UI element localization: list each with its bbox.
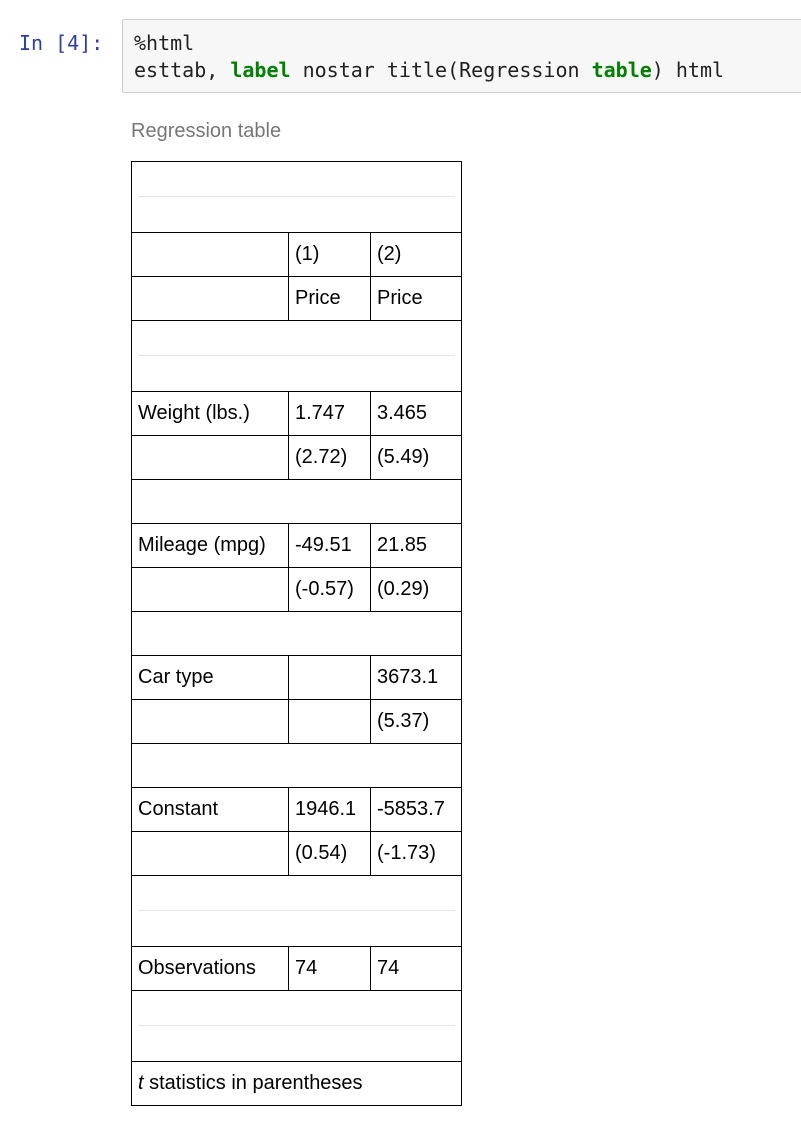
coef-cell: -5853.7 bbox=[370, 787, 462, 832]
coef-cell: 21.85 bbox=[370, 523, 462, 568]
code-text: esttab, bbox=[134, 58, 231, 82]
observations-value: 74 bbox=[370, 946, 462, 991]
table-row: (5.37) bbox=[131, 699, 462, 744]
rule-cell bbox=[131, 990, 462, 1062]
spacer-cell bbox=[131, 611, 462, 656]
row-label: Weight (lbs.) bbox=[131, 391, 289, 436]
table-note-row: t statistics in parentheses bbox=[131, 1061, 462, 1106]
rule-cell bbox=[131, 161, 462, 233]
table-header-row: (1) (2) bbox=[131, 232, 462, 277]
table-rule-row bbox=[131, 161, 462, 233]
regression-table: (1) (2) Price Price Weight (lbs.) 1.747 … bbox=[131, 161, 462, 1106]
coef-cell bbox=[288, 655, 371, 700]
rule-cell bbox=[131, 320, 462, 392]
spacer-cell bbox=[131, 479, 462, 524]
coef-cell: 1946.1 bbox=[288, 787, 371, 832]
coef-cell: 3.465 bbox=[370, 391, 462, 436]
code-keyword-label: label bbox=[230, 58, 291, 82]
coef-cell: -49.51 bbox=[288, 523, 371, 568]
tstat-cell: (5.49) bbox=[370, 435, 462, 480]
cell-output: Regression table (1) (2) Price Price Wei… bbox=[131, 118, 462, 1106]
row-label-blank bbox=[131, 435, 289, 480]
note-text: statistics in parentheses bbox=[143, 1072, 363, 1094]
table-row: Mileage (mpg) -49.51 21.85 bbox=[131, 523, 462, 568]
table-rule-row bbox=[131, 875, 462, 947]
tstat-cell: (0.54) bbox=[288, 831, 371, 876]
table-row: Car type 3673.1 bbox=[131, 655, 462, 700]
header-depvar: Price bbox=[370, 276, 462, 321]
row-label: Car type bbox=[131, 655, 289, 700]
header-blank-cell bbox=[131, 232, 289, 277]
table-caption: Regression table bbox=[131, 120, 282, 142]
cell-prompt: In [4]: bbox=[19, 31, 104, 55]
code-line-2: esttab, label nostar title(Regression ta… bbox=[134, 58, 724, 82]
coef-cell: 1.747 bbox=[288, 391, 371, 436]
table-row: (0.54) (-1.73) bbox=[131, 831, 462, 876]
code-text: nostar title(Regression bbox=[290, 58, 592, 82]
table-header-row: Price Price bbox=[131, 276, 462, 321]
header-depvar: Price bbox=[288, 276, 371, 321]
code-line-1: %html bbox=[134, 31, 195, 55]
table-row: (-0.57) (0.29) bbox=[131, 567, 462, 612]
table-row: Constant 1946.1 -5853.7 bbox=[131, 787, 462, 832]
observations-value: 74 bbox=[288, 946, 371, 991]
row-label-blank bbox=[131, 831, 289, 876]
tstat-cell: (-1.73) bbox=[370, 831, 462, 876]
table-spacer-row bbox=[131, 479, 462, 524]
code-editor[interactable]: %html esttab, label nostar title(Regress… bbox=[134, 30, 724, 84]
row-label-blank bbox=[131, 567, 289, 612]
table-rule-row bbox=[131, 990, 462, 1062]
observations-row: Observations 74 74 bbox=[131, 946, 462, 991]
row-label: Mileage (mpg) bbox=[131, 523, 289, 568]
tstat-cell: (-0.57) bbox=[288, 567, 371, 612]
code-text: ) html bbox=[651, 58, 725, 82]
coef-cell: 3673.1 bbox=[370, 655, 462, 700]
table-spacer-row bbox=[131, 611, 462, 656]
spacer-cell bbox=[131, 743, 462, 788]
tstat-cell: (5.37) bbox=[370, 699, 462, 744]
table-row: (2.72) (5.49) bbox=[131, 435, 462, 480]
tstat-cell bbox=[288, 699, 371, 744]
tstat-cell: (0.29) bbox=[370, 567, 462, 612]
code-keyword-table: table bbox=[591, 58, 652, 82]
tstat-cell: (2.72) bbox=[288, 435, 371, 480]
header-col-number: (1) bbox=[288, 232, 371, 277]
code-cell-input[interactable]: %html esttab, label nostar title(Regress… bbox=[122, 19, 801, 93]
observations-label: Observations bbox=[131, 946, 289, 991]
table-rule-row bbox=[131, 320, 462, 392]
row-label: Constant bbox=[131, 787, 289, 832]
table-note: t statistics in parentheses bbox=[131, 1061, 462, 1106]
header-blank-cell bbox=[131, 276, 289, 321]
row-label-blank bbox=[131, 699, 289, 744]
table-row: Weight (lbs.) 1.747 3.465 bbox=[131, 391, 462, 436]
header-col-number: (2) bbox=[370, 232, 462, 277]
table-spacer-row bbox=[131, 743, 462, 788]
note-italic-t: t bbox=[138, 1072, 144, 1094]
rule-cell bbox=[131, 875, 462, 947]
